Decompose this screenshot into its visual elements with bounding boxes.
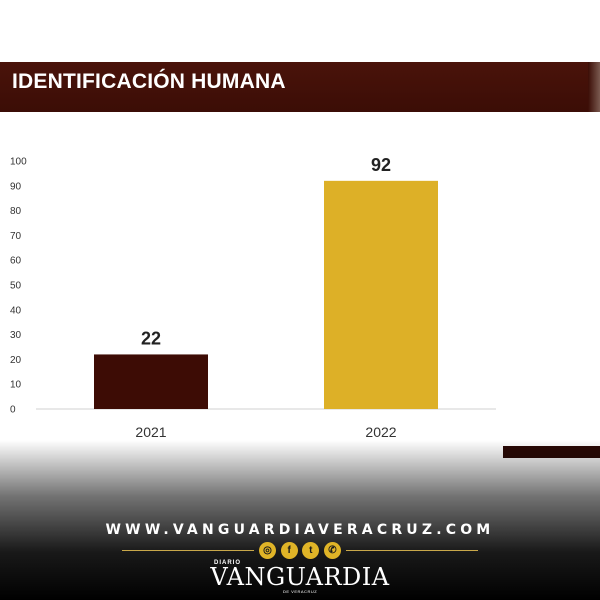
divider-left xyxy=(122,550,254,551)
y-tick-label: 0 xyxy=(10,405,16,416)
brand-logo: VANGUARDIA xyxy=(210,563,390,591)
brand-suffix: DE VERACRUZ xyxy=(283,589,318,594)
social-icons: ◎ f t ✆ xyxy=(259,542,341,560)
y-tick-label: 40 xyxy=(10,305,22,316)
y-tick-label: 70 xyxy=(10,231,22,242)
bar-chart: 0 10 20 30 40 50 60 70 80 90 100 22 92 2021 2022 xyxy=(10,155,496,440)
top-margin xyxy=(0,0,600,62)
header-bar xyxy=(0,62,600,112)
instagram-icon[interactable]: ◎ xyxy=(259,542,276,559)
y-tick-label: 10 xyxy=(10,380,22,391)
y-tick-label: 60 xyxy=(10,256,22,267)
bar-2021 xyxy=(94,354,208,409)
y-tick-label: 30 xyxy=(10,330,22,341)
x-tick-label-2022: 2022 xyxy=(365,424,396,440)
bar-2022 xyxy=(324,180,438,409)
website-url[interactable]: WWW.VANGUARDIAVERACRUZ.COM xyxy=(105,522,495,538)
data-label-2021: 22 xyxy=(141,328,161,348)
y-tick-label: 80 xyxy=(10,206,22,217)
y-tick-label: 50 xyxy=(10,281,22,292)
whatsapp-icon[interactable]: ✆ xyxy=(323,542,341,559)
y-axis-ticks: 0 10 20 30 40 50 60 70 80 90 100 xyxy=(10,157,27,416)
y-tick-label: 90 xyxy=(10,181,22,192)
x-axis-labels: 2021 2022 xyxy=(135,424,396,440)
header-edge xyxy=(588,62,600,112)
divider-right xyxy=(346,550,478,551)
bars: 22 92 xyxy=(94,155,438,409)
brand-prefix: DIARIO xyxy=(214,560,241,566)
page-title: IDENTIFICACIÓN HUMANA xyxy=(12,70,286,93)
y-tick-label: 100 xyxy=(10,157,27,168)
x-tick-label-2021: 2021 xyxy=(135,424,166,440)
slide-area xyxy=(0,112,600,472)
twitter-icon[interactable]: t xyxy=(302,542,320,559)
y-tick-label: 20 xyxy=(10,355,22,366)
data-label-2022: 92 xyxy=(371,155,391,175)
facebook-icon[interactable]: f xyxy=(280,542,298,559)
bottom-gradient xyxy=(0,440,600,600)
